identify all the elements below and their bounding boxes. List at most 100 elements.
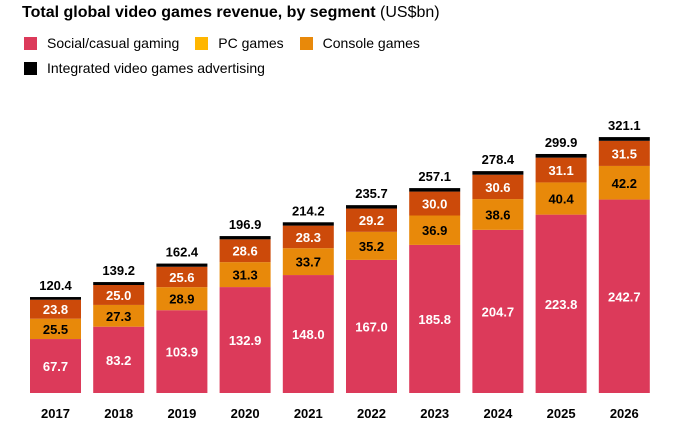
data-label-pc-2025: 40.4 <box>548 192 574 207</box>
x-tick-label-2020: 2020 <box>231 406 260 421</box>
bar-segment-advertising-2018 <box>93 282 145 286</box>
x-tick-label-2025: 2025 <box>547 406 576 421</box>
x-tick-label-2026: 2026 <box>610 406 639 421</box>
data-label-console-2022: 29.2 <box>359 213 384 228</box>
data-label-social-2024: 204.7 <box>482 304 515 319</box>
bar-segment-social-2020 <box>219 287 271 393</box>
bar-segment-advertising-2024 <box>472 171 524 175</box>
bar-segment-social-2023 <box>409 244 461 393</box>
x-tick-label-2017: 2017 <box>41 406 70 421</box>
data-label-console-2023: 30.0 <box>422 197 447 212</box>
bar-segment-console-2022 <box>346 208 397 232</box>
bar-segment-console-2024 <box>472 174 524 200</box>
data-label-console-2025: 31.1 <box>548 163 573 178</box>
total-label-2023: 257.1 <box>418 169 451 184</box>
legend-swatch-console <box>299 36 313 50</box>
data-label-pc-2022: 35.2 <box>359 239 384 254</box>
bar-segment-advertising-2025 <box>535 153 587 158</box>
bar-segment-advertising-2019 <box>156 263 208 267</box>
data-label-social-2020: 132.9 <box>229 333 262 348</box>
legend-row-1: Social/casual gaming PC games Console ga… <box>24 35 436 51</box>
total-label-2024: 278.4 <box>482 152 515 167</box>
data-label-console-2017: 23.8 <box>43 302 68 317</box>
data-label-social-2021: 148.0 <box>292 327 325 342</box>
legend-item-console: Console games <box>299 35 420 51</box>
total-label-2020: 196.9 <box>229 217 262 232</box>
bar-segment-advertising-2020 <box>219 236 271 240</box>
legend-label-advertising: Integrated video games advertising <box>47 60 265 76</box>
data-label-social-2019: 103.9 <box>166 345 199 360</box>
data-label-pc-2018: 27.3 <box>106 309 131 324</box>
bar-segment-console-2020 <box>219 239 271 263</box>
data-label-pc-2024: 38.6 <box>485 207 510 222</box>
bar-segment-console-2017 <box>30 299 81 319</box>
data-label-pc-2021: 33.7 <box>296 255 321 270</box>
chart-title: Total global video games revenue, by seg… <box>22 4 440 22</box>
total-label-2021: 214.2 <box>292 203 325 218</box>
data-label-pc-2019: 28.9 <box>169 292 194 307</box>
bar-segment-pc-2026 <box>598 165 650 200</box>
data-label-pc-2023: 36.9 <box>422 223 447 238</box>
total-label-2018: 139.2 <box>102 263 135 278</box>
data-label-pc-2026: 42.2 <box>612 176 637 191</box>
bar-segment-pc-2022 <box>346 231 397 260</box>
x-tick-label-2019: 2019 <box>167 406 196 421</box>
legend-label-pc: PC games <box>218 35 284 51</box>
bar-segment-advertising-2022 <box>346 205 397 209</box>
bar-segment-console-2023 <box>409 191 461 216</box>
legend-swatch-social <box>24 36 37 50</box>
legend-label-console: Console games <box>322 35 420 51</box>
data-label-social-2023: 185.8 <box>418 312 451 327</box>
data-label-social-2026: 242.7 <box>608 289 641 304</box>
bar-segment-social-2021 <box>282 275 334 393</box>
bar-segment-pc-2018 <box>93 304 145 327</box>
data-label-pc-2017: 25.5 <box>43 322 68 337</box>
data-label-social-2025: 223.8 <box>545 297 578 312</box>
data-label-social-2017: 67.7 <box>43 359 68 374</box>
bar-segment-console-2018 <box>93 285 145 305</box>
data-label-console-2026: 31.5 <box>612 146 637 161</box>
bar-segment-pc-2017 <box>30 318 81 340</box>
total-label-2017: 120.4 <box>39 278 72 293</box>
bar-segment-social-2019 <box>156 310 208 393</box>
total-label-2022: 235.7 <box>355 186 388 201</box>
bar-segment-pc-2023 <box>409 215 461 245</box>
legend-swatch-advertising <box>24 61 37 75</box>
data-label-console-2018: 25.0 <box>106 288 131 303</box>
legend-row-2: Integrated video games advertising <box>24 60 281 76</box>
bar-segment-pc-2025 <box>535 182 587 215</box>
chart-title-text: Total global video games revenue, by seg… <box>22 4 376 21</box>
data-label-console-2021: 28.3 <box>296 230 321 245</box>
bar-segment-social-2026 <box>598 199 650 393</box>
chart-title-unit: (US$bn) <box>380 4 440 21</box>
bar-segment-console-2025 <box>535 157 587 183</box>
bar-segment-advertising-2021 <box>282 222 334 226</box>
bar-segment-pc-2021 <box>282 248 334 276</box>
data-label-social-2018: 83.2 <box>106 353 131 368</box>
bar-segment-advertising-2023 <box>409 188 461 192</box>
bar-segment-social-2025 <box>535 214 587 393</box>
x-tick-label-2018: 2018 <box>104 406 133 421</box>
bar-segment-social-2017 <box>30 339 81 393</box>
bar-segment-pc-2024 <box>472 199 524 230</box>
bar-segment-social-2022 <box>346 259 397 393</box>
bar-segment-pc-2020 <box>219 262 271 288</box>
bar-segment-advertising-2017 <box>30 297 81 300</box>
data-label-console-2019: 25.6 <box>169 270 194 285</box>
data-label-pc-2020: 31.3 <box>232 268 257 283</box>
total-label-2026: 321.1 <box>608 118 641 133</box>
bar-segment-advertising-2026 <box>598 137 650 141</box>
bar-segment-pc-2019 <box>156 287 208 311</box>
x-tick-label-2023: 2023 <box>420 406 449 421</box>
data-label-console-2020: 28.6 <box>232 244 257 259</box>
legend-item-advertising: Integrated video games advertising <box>24 60 265 76</box>
bar-segment-social-2024 <box>472 229 524 393</box>
legend-swatch-pc <box>195 36 209 50</box>
bar-segment-social-2018 <box>93 326 145 393</box>
total-label-2025: 299.9 <box>545 135 578 150</box>
total-label-2019: 162.4 <box>166 245 199 260</box>
data-label-social-2022: 167.0 <box>355 319 388 334</box>
x-tick-label-2022: 2022 <box>357 406 386 421</box>
x-tick-label-2021: 2021 <box>294 406 323 421</box>
